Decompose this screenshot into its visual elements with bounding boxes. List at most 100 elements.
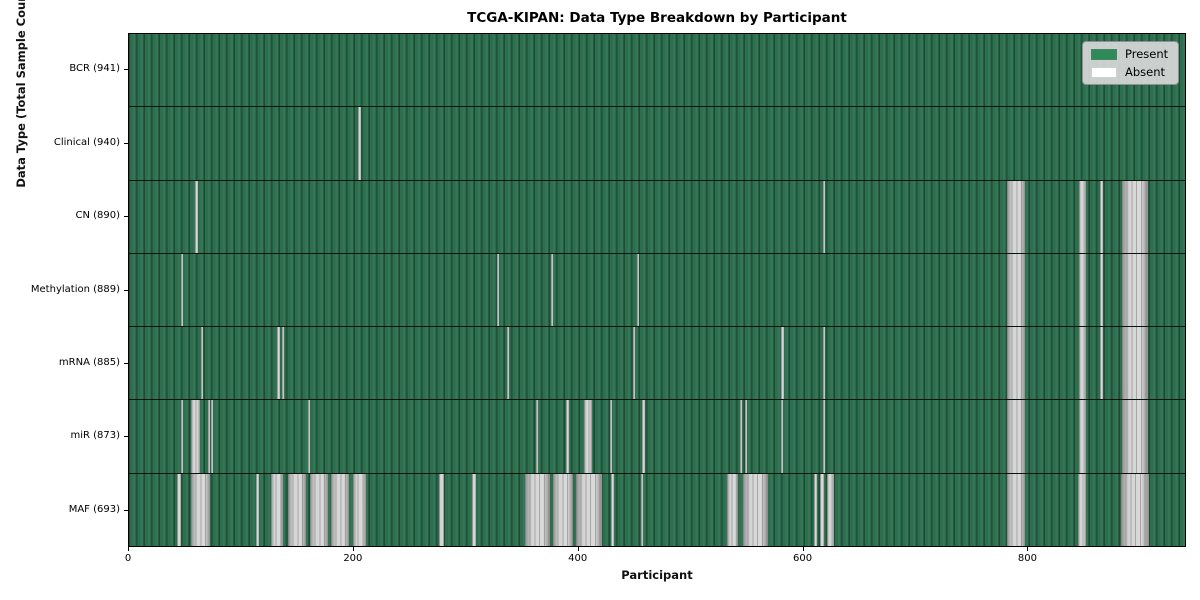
heatmap-row-cn	[129, 180, 1185, 254]
y-tick-mark	[124, 509, 128, 511]
absent-segment	[1079, 180, 1086, 253]
absent-segment	[1079, 400, 1086, 473]
absent-segment	[576, 473, 603, 546]
y-tick-label-cn: CN (890)	[75, 210, 120, 222]
absent-segment	[822, 400, 825, 473]
absent-segment	[550, 253, 553, 327]
absent-segment	[1077, 473, 1086, 546]
absent-segment	[566, 400, 569, 473]
absent-segment	[611, 473, 614, 546]
heatmap-row-mir	[129, 400, 1185, 474]
x-tick-mark	[802, 547, 804, 551]
absent-segment	[270, 473, 284, 546]
absent-segment	[524, 473, 550, 546]
y-tick-label-mrna: mRNA (885)	[58, 356, 120, 368]
absent-segment	[310, 473, 328, 546]
absent-segment	[742, 473, 768, 546]
absent-segment	[281, 327, 285, 400]
absent-segment	[640, 473, 643, 546]
x-tick-label: 600	[793, 553, 813, 564]
y-tick-mark	[124, 436, 128, 438]
x-tick-label: 400	[568, 553, 588, 564]
x-tick-mark	[128, 547, 129, 551]
absent-segment	[200, 327, 204, 400]
legend: Present Absent	[1082, 41, 1180, 85]
absent-segment	[727, 473, 739, 546]
absent-segment	[1100, 327, 1103, 400]
absent-segment	[610, 400, 613, 473]
legend-label: Present	[1125, 47, 1169, 61]
absent-segment	[637, 253, 640, 327]
absent-segment	[277, 327, 280, 400]
y-tick-mark	[124, 362, 128, 364]
absent-segment	[1121, 327, 1148, 400]
heatmap-row-bcr	[129, 34, 1185, 108]
legend-swatch-absent	[1091, 66, 1117, 78]
heatmap-row-mrna	[129, 327, 1185, 401]
heatmap-row-clinical	[129, 107, 1185, 181]
y-tick-label-maf: MAF (693)	[68, 503, 120, 515]
absent-segment	[632, 327, 635, 400]
absent-segment	[1007, 180, 1026, 253]
absent-segment	[180, 253, 183, 327]
absent-segment	[506, 327, 509, 400]
absent-segment	[307, 400, 310, 473]
y-tick-mark	[124, 289, 128, 291]
x-tick-mark	[577, 547, 579, 551]
x-tick-label: 0	[124, 553, 132, 564]
legend-item-present: Present	[1091, 47, 1168, 61]
absent-segment	[1121, 253, 1148, 327]
absent-segment	[1121, 400, 1148, 473]
y-tick-label-methylation: Methylation (889)	[30, 283, 120, 295]
absent-segment	[552, 473, 574, 546]
absent-segment	[536, 400, 539, 473]
x-tick-mark	[352, 547, 354, 551]
absent-segment	[207, 400, 210, 473]
absent-segment	[180, 400, 183, 473]
absent-segment	[287, 473, 306, 546]
absent-segment	[641, 400, 646, 473]
absent-segment	[352, 473, 367, 546]
absent-segment	[1007, 473, 1026, 546]
absent-segment	[496, 253, 499, 327]
absent-segment	[1079, 327, 1086, 400]
x-axis-title: Participant	[621, 568, 693, 582]
legend-label: Absent	[1125, 65, 1166, 79]
absent-segment	[745, 400, 748, 473]
legend-item-absent: Absent	[1091, 65, 1168, 79]
absent-segment	[1100, 253, 1103, 327]
absent-segment	[822, 180, 825, 253]
absent-segment	[358, 107, 361, 180]
y-tick-mark	[124, 142, 128, 144]
y-axis-title: Data Type (Total Sample Count)	[14, 0, 28, 188]
x-tick-mark	[1027, 547, 1029, 551]
y-tick-label-mir: miR (873)	[70, 430, 120, 442]
chart-title: TCGA-KIPAN: Data Type Breakdown by Parti…	[467, 10, 847, 26]
absent-segment	[1007, 327, 1026, 400]
y-tick-mark	[124, 216, 128, 218]
absent-segment	[331, 473, 350, 546]
absent-segment	[1120, 473, 1149, 546]
absent-segment	[195, 180, 198, 253]
heatmap-row-maf	[129, 473, 1185, 546]
absent-segment	[781, 327, 785, 400]
absent-segment	[177, 473, 181, 546]
absent-segment	[190, 473, 210, 546]
absent-segment	[1007, 253, 1026, 327]
absent-segment	[256, 473, 260, 546]
absent-segment	[1100, 180, 1103, 253]
legend-swatch-present	[1091, 48, 1117, 60]
y-tick-label-bcr: BCR (941)	[69, 63, 120, 75]
absent-segment	[1079, 253, 1086, 327]
y-tick-mark	[124, 69, 128, 71]
absent-segment	[781, 400, 784, 473]
x-tick-label: 800	[1017, 553, 1037, 564]
absent-segment	[1121, 180, 1148, 253]
y-tick-label-clinical: Clinical (940)	[53, 136, 120, 148]
absent-segment	[739, 400, 742, 473]
absent-segment	[471, 473, 477, 546]
absent-segment	[584, 400, 593, 473]
absent-segment	[190, 400, 200, 473]
absent-segment	[820, 473, 824, 546]
